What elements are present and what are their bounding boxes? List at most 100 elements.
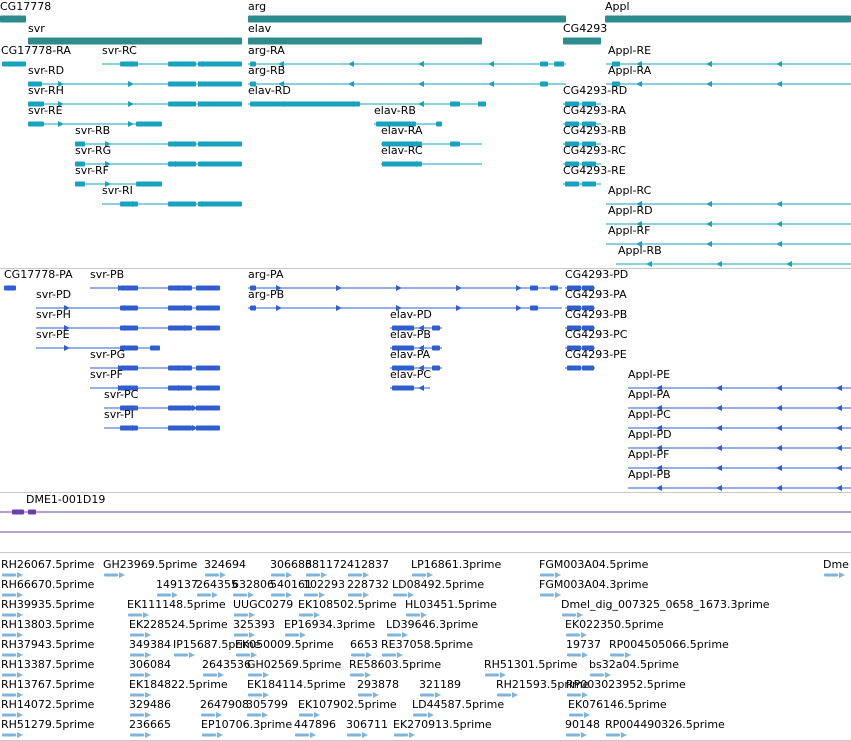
est-label-ek022350-5prime[interactable]: EK022350.5prime: [565, 618, 664, 631]
est-label-rh26067-5prime[interactable]: RH26067.5prime: [1, 558, 95, 571]
est-label-381172[interactable]: 381172: [305, 558, 347, 571]
transcript-label-svr-ri[interactable]: svr-RI: [102, 184, 133, 197]
transcript-label-svr-rd[interactable]: svr-RD: [28, 64, 65, 77]
est-label-rh39935-5prime[interactable]: RH39935.5prime: [1, 598, 95, 611]
gene-label-svr[interactable]: svr: [28, 22, 45, 35]
protein-label-elav-pb[interactable]: elav-PB: [390, 328, 431, 341]
transcript-label-arg-rb[interactable]: arg-RB: [248, 64, 286, 77]
est-label-ek184822-5prime[interactable]: EK184822.5prime: [129, 678, 228, 691]
est-label-90148[interactable]: 90148: [565, 718, 600, 731]
est-label-fgm003a04-5prime[interactable]: FGM003A04.5prime: [539, 558, 649, 571]
protein-label-elav-pa[interactable]: elav-PA: [390, 348, 431, 361]
est-label-ip15687-5prime[interactable]: IP15687.5prime: [173, 638, 261, 651]
gene-label-elav[interactable]: elav: [248, 22, 272, 35]
protein-label-svr-pi[interactable]: svr-PI: [104, 408, 134, 421]
gene-label-cg17778[interactable]: CG17778: [0, 0, 52, 13]
transcript-label-appl-re[interactable]: Appl-RE: [608, 44, 652, 57]
est-label-306084[interactable]: 306084: [129, 658, 171, 671]
protein-label-cg4293-pc[interactable]: CG4293-PC: [565, 328, 628, 341]
est-label-rp004505066-5prime[interactable]: RP004505066.5prime: [609, 638, 729, 651]
est-label-rh37943-5prime[interactable]: RH37943.5prime: [1, 638, 95, 651]
est-label-uugc0279[interactable]: UUGC0279: [233, 598, 294, 611]
est-label-ek111148-5prime[interactable]: EK111148.5prime: [127, 598, 226, 611]
est-label-rh14072-5prime[interactable]: RH14072.5prime: [1, 698, 95, 711]
protein-label-arg-pa[interactable]: arg-PA: [248, 268, 284, 281]
protein-label-svr-pd[interactable]: svr-PD: [36, 288, 72, 301]
est-label-lp16861-3prime[interactable]: LP16861.3prime: [411, 558, 502, 571]
protein-label-svr-ph[interactable]: svr-PH: [36, 308, 71, 321]
est-label-324694[interactable]: 324694: [204, 558, 246, 571]
est-label-rh51301-5prime[interactable]: RH51301.5prime: [484, 658, 578, 671]
protein-label-elav-pc[interactable]: elav-PC: [390, 368, 432, 381]
transcript-label-appl-rd[interactable]: Appl-RD: [608, 204, 653, 217]
protein-label-appl-pd[interactable]: Appl-PD: [628, 428, 672, 441]
transcript-label-cg4293-re[interactable]: CG4293-RE: [563, 164, 626, 177]
est-label-19737[interactable]: 19737: [566, 638, 601, 651]
est-label-gh02569-5prime[interactable]: GH02569.5prime: [247, 658, 342, 671]
est-label-ep10706-3prime[interactable]: EP10706.3prime: [201, 718, 293, 731]
est-label-306711[interactable]: 306711: [346, 718, 388, 731]
est-label-ek184114-5prime[interactable]: EK184114.5prime: [247, 678, 346, 691]
est-label-ld08492-5prime[interactable]: LD08492.5prime: [392, 578, 485, 591]
est-label-rh13803-5prime[interactable]: RH13803.5prime: [1, 618, 95, 631]
transcript-label-cg4293-rd[interactable]: CG4293-RD: [563, 84, 628, 97]
est-label-321189[interactable]: 321189: [419, 678, 461, 691]
protein-label-cg4293-pa[interactable]: CG4293-PA: [565, 288, 627, 301]
protein-label-svr-pg[interactable]: svr-PG: [90, 348, 126, 361]
transcript-label-svr-rh[interactable]: svr-RH: [28, 84, 64, 97]
est-label-2643536[interactable]: 2643536: [202, 658, 251, 671]
est-label-rp004490326-5prime[interactable]: RP004490326.5prime: [605, 718, 725, 731]
protein-label-cg4293-pb[interactable]: CG4293-PB: [565, 308, 628, 321]
protein-label-cg17778-pa[interactable]: CG17778-PA: [4, 268, 73, 281]
protein-label-svr-pc[interactable]: svr-PC: [104, 388, 139, 401]
est-label-102293[interactable]: 102293: [303, 578, 345, 591]
protein-label-elav-pd[interactable]: elav-PD: [390, 308, 432, 321]
clone-label-dme1-001d19[interactable]: DME1-001D19: [26, 493, 106, 506]
est-label-dme[interactable]: Dme: [823, 558, 849, 571]
est-label-329486[interactable]: 329486: [129, 698, 171, 711]
est-label-hl03451-5prime[interactable]: HL03451.5prime: [405, 598, 497, 611]
est-label-ek270913-5prime[interactable]: EK270913.5prime: [393, 718, 492, 731]
protein-label-arg-pb[interactable]: arg-PB: [248, 288, 285, 301]
est-label-ek108502-5prime[interactable]: EK108502.5prime: [298, 598, 397, 611]
transcript-label-elav-rd[interactable]: elav-RD: [248, 84, 291, 97]
transcript-label-appl-rb[interactable]: Appl-RB: [618, 244, 662, 257]
est-label-349384[interactable]: 349384: [129, 638, 171, 651]
transcript-label-svr-rg[interactable]: svr-RG: [75, 144, 112, 157]
est-label-bs32a04-5prime[interactable]: bs32a04.5prime: [589, 658, 679, 671]
transcript-label-svr-rc[interactable]: svr-RC: [102, 44, 137, 57]
est-label-264355[interactable]: 264355: [196, 578, 238, 591]
transcript-label-svr-rb[interactable]: svr-RB: [75, 124, 111, 137]
gene-label-cg4293[interactable]: CG4293: [563, 22, 608, 35]
gene-label-arg[interactable]: arg: [248, 0, 267, 13]
est-label-ek228524-5prime[interactable]: EK228524.5prime: [129, 618, 228, 631]
est-label-149137[interactable]: 149137: [156, 578, 198, 591]
transcript-label-cg17778-ra[interactable]: CG17778-RA: [1, 44, 71, 57]
transcript-label-elav-ra[interactable]: elav-RA: [381, 124, 423, 137]
transcript-label-arg-ra[interactable]: arg-RA: [248, 44, 285, 57]
est-label-293878[interactable]: 293878: [357, 678, 399, 691]
est-label-306686[interactable]: 306686: [270, 558, 312, 571]
gene-label-appl[interactable]: Appl: [605, 0, 630, 13]
protein-label-appl-pc[interactable]: Appl-PC: [628, 408, 671, 421]
est-label-ep16934-3prime[interactable]: EP16934.3prime: [284, 618, 376, 631]
est-label-re58603-5prime[interactable]: RE58603.5prime: [349, 658, 442, 671]
est-label-ek076146-5prime[interactable]: EK076146.5prime: [568, 698, 667, 711]
est-label-ld39646-3prime[interactable]: LD39646.3prime: [386, 618, 479, 631]
transcript-label-appl-rc[interactable]: Appl-RC: [608, 184, 652, 197]
est-label-rh51279-5prime[interactable]: RH51279.5prime: [1, 718, 95, 731]
transcript-label-elav-rc[interactable]: elav-RC: [381, 144, 423, 157]
est-label-fgm003a04-3prime[interactable]: FGM003A04.3prime: [539, 578, 649, 591]
protein-label-appl-pe[interactable]: Appl-PE: [628, 368, 671, 381]
est-label-540161[interactable]: 540161: [270, 578, 312, 591]
est-label-rp003023952-5prime[interactable]: RP003023952.5prime: [566, 678, 686, 691]
est-label-ld44587-5prime[interactable]: LD44587.5prime: [412, 698, 505, 711]
transcript-label-cg4293-rc[interactable]: CG4293-RC: [563, 144, 626, 157]
est-label-2647908[interactable]: 2647908: [200, 698, 249, 711]
est-label-gh23969-5prime[interactable]: GH23969.5prime: [103, 558, 198, 571]
protein-label-cg4293-pe[interactable]: CG4293-PE: [565, 348, 627, 361]
est-label-dmel-dig-007325-0658-1673-3prime[interactable]: Dmel_dig_007325_0658_1673.3prime: [561, 598, 770, 611]
transcript-label-elav-rb[interactable]: elav-RB: [374, 104, 416, 117]
est-label-6653[interactable]: 6653: [350, 638, 378, 651]
est-label-236665[interactable]: 236665: [129, 718, 171, 731]
